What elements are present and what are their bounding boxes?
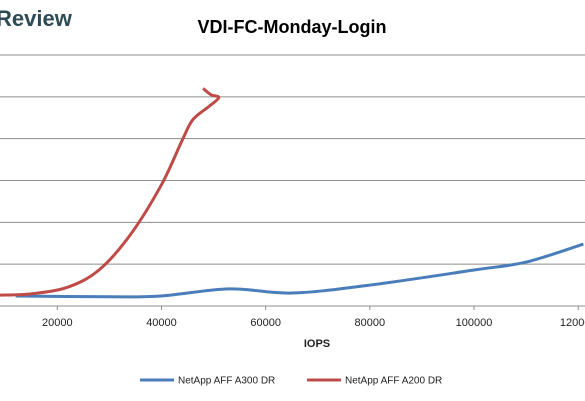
x-tick-label: 120000 bbox=[560, 317, 585, 329]
x-tick-label: 40000 bbox=[146, 317, 177, 329]
x-tick-label: 100000 bbox=[456, 317, 493, 329]
legend-label: NetApp AFF A300 DR bbox=[178, 376, 275, 387]
brand: Review bbox=[0, 6, 73, 31]
x-axis-label: IOPS bbox=[304, 338, 330, 350]
x-tick-label: 80000 bbox=[355, 317, 386, 329]
x-tick-label: 60000 bbox=[250, 317, 281, 329]
line-series bbox=[0, 87, 221, 297]
chart-title: VDI-FC-Monday-Login bbox=[198, 17, 387, 37]
x-tick-label: 20000 bbox=[42, 317, 73, 329]
line-series bbox=[15, 242, 584, 299]
legend-label: NetApp AFF A200 DR bbox=[345, 376, 442, 387]
